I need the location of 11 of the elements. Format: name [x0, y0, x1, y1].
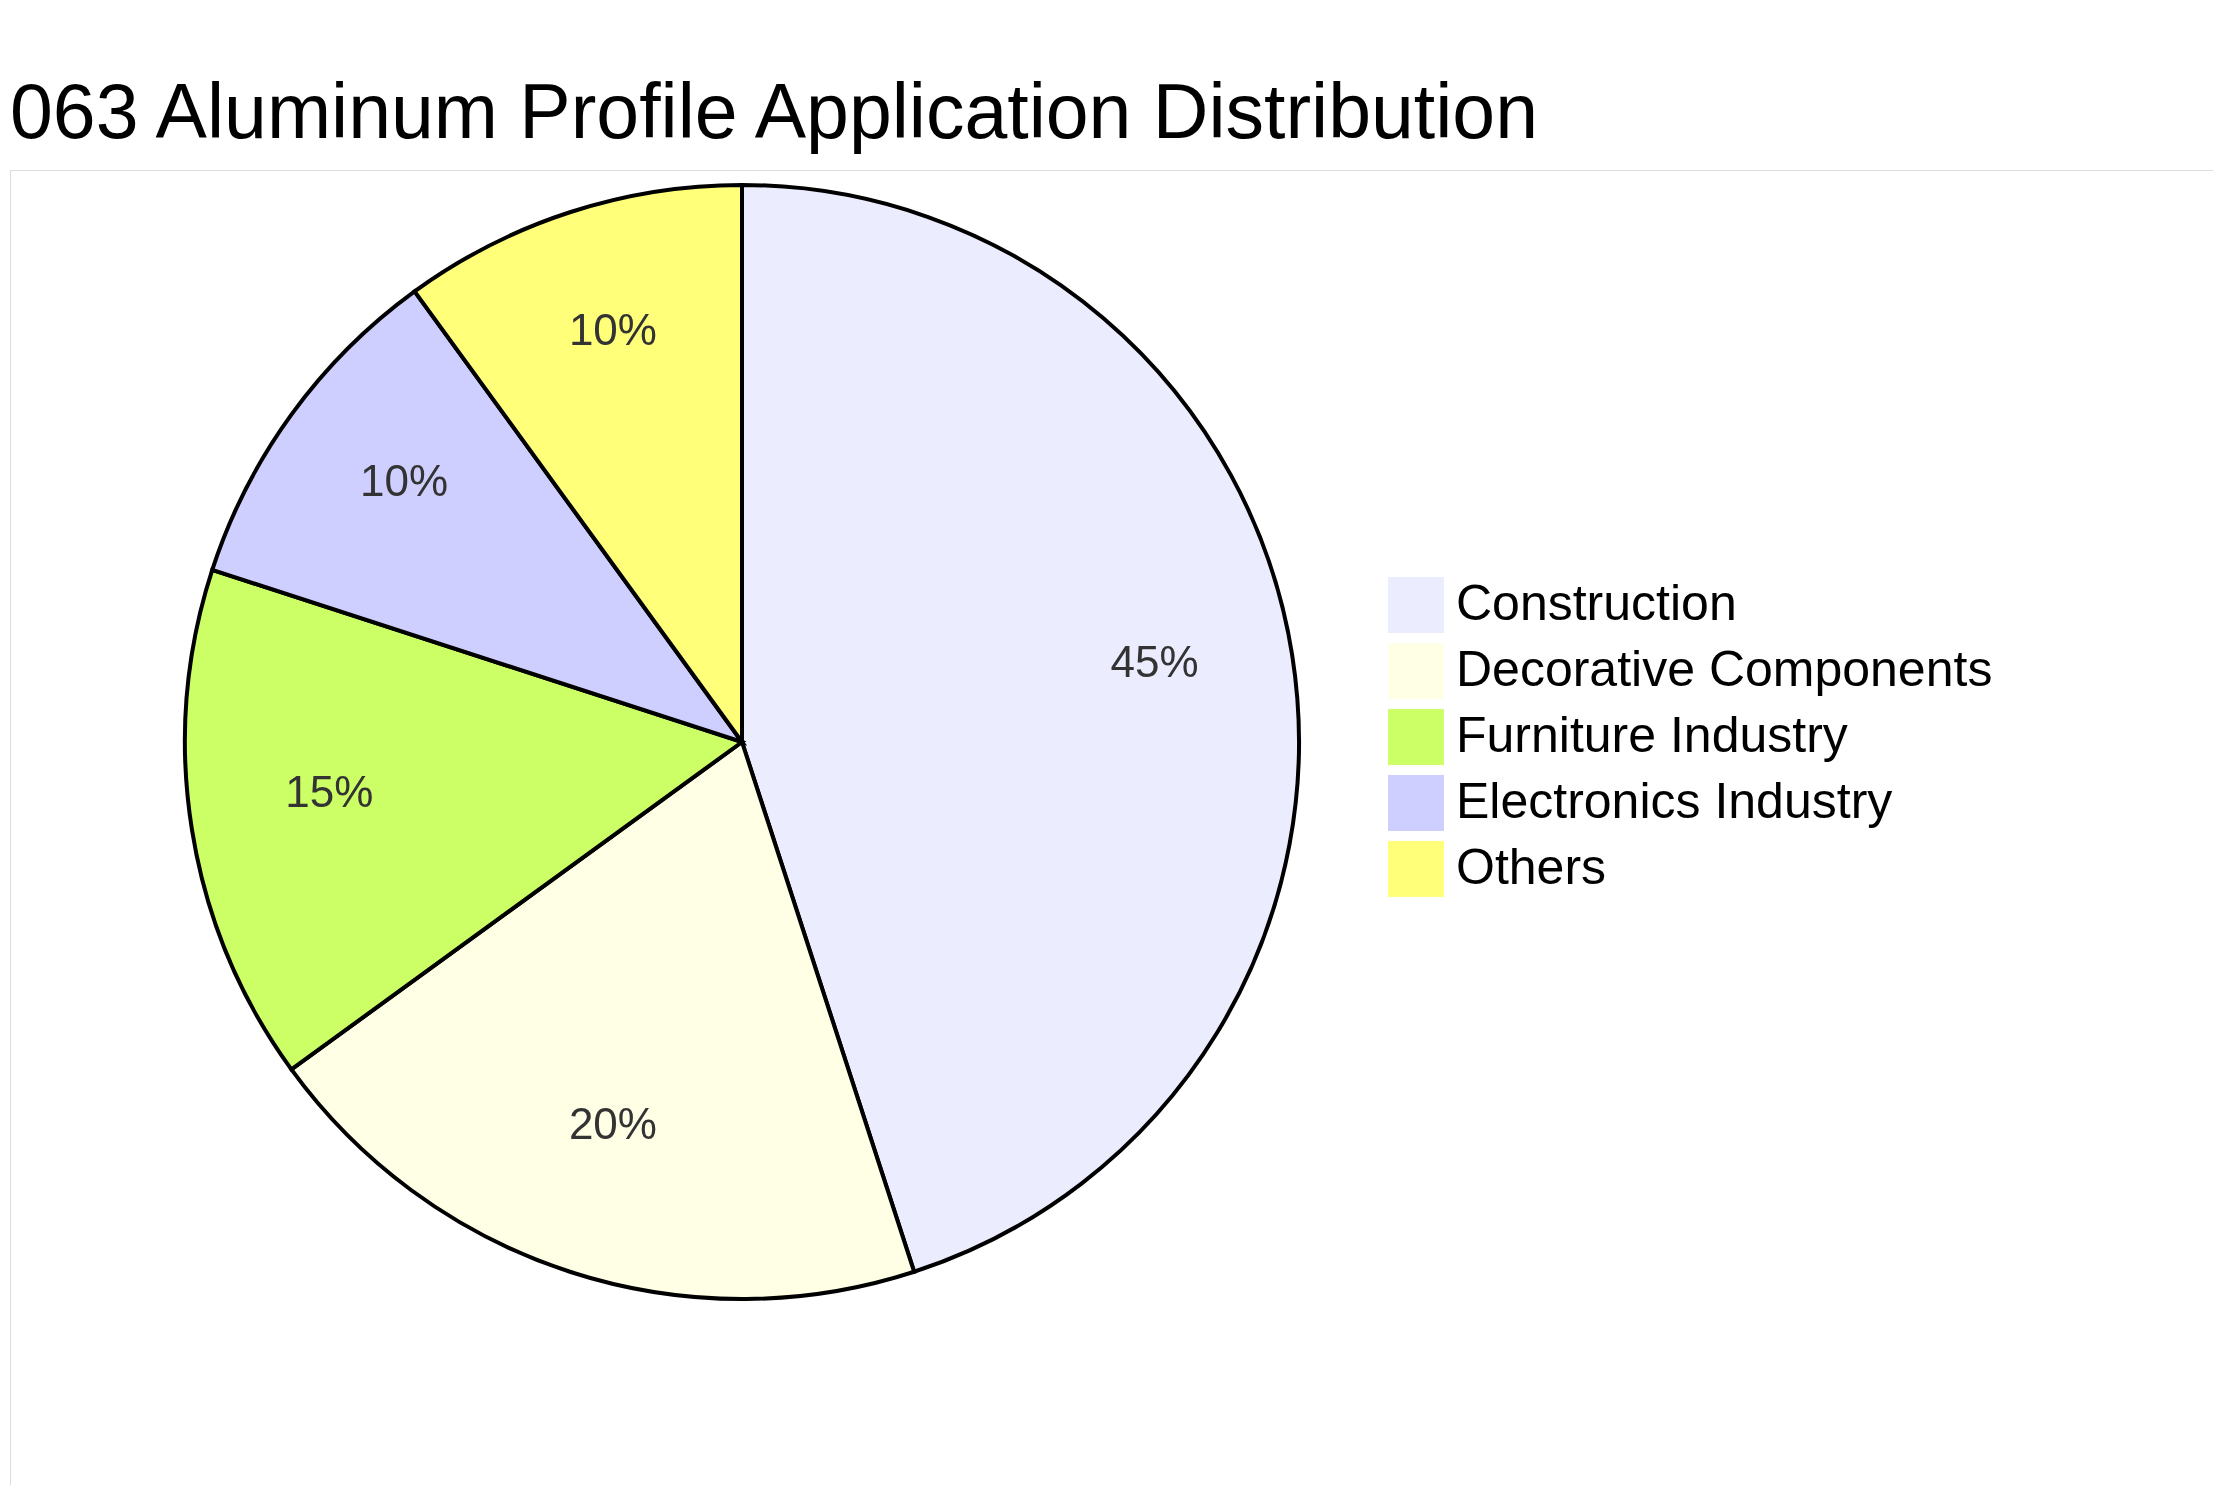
legend-label: Furniture Industry — [1456, 707, 1848, 763]
legend-label: Others — [1456, 839, 1607, 895]
data-label: 20% — [568, 1099, 657, 1149]
chart-title: 063 Aluminum Profile Application Distribution — [10, 68, 1538, 154]
legend-label: Electronics Industry — [1456, 773, 1893, 829]
data-label: 10% — [359, 456, 449, 506]
legend-label: Construction — [1456, 575, 1737, 631]
data-label: 45% — [1110, 636, 1199, 686]
data-label: 10% — [568, 304, 657, 354]
data-label: 15% — [285, 767, 374, 817]
legend-label: Decorative Components — [1456, 641, 1993, 697]
